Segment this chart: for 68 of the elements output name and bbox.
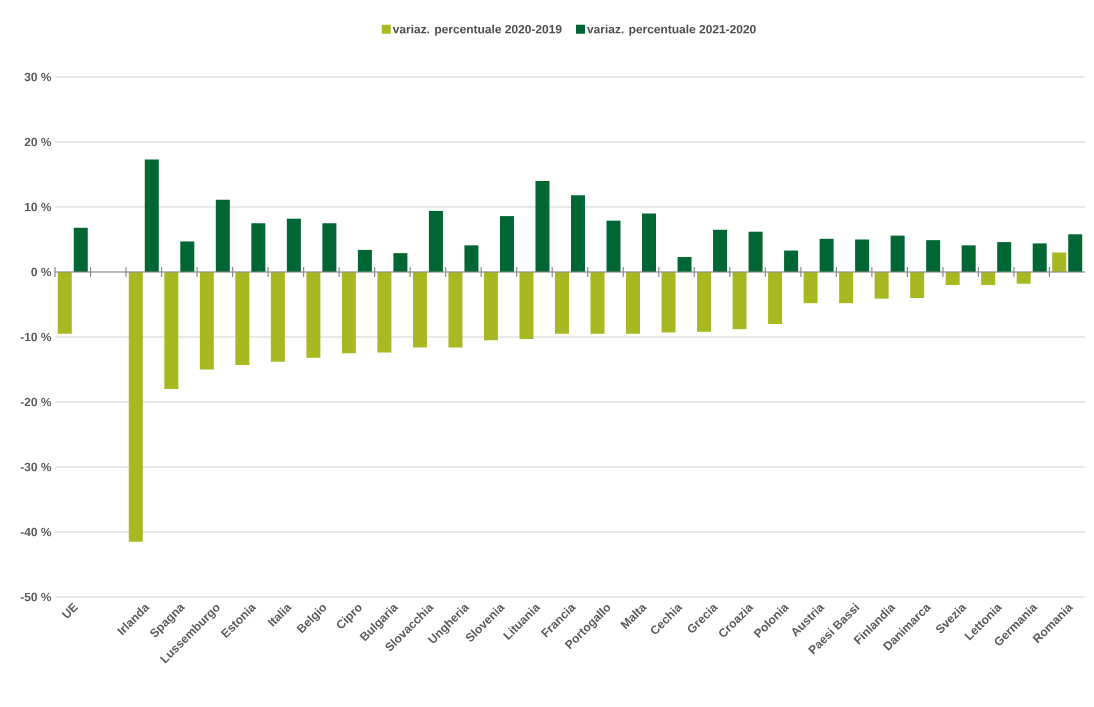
bar <box>164 272 179 389</box>
legend-label: variaz. percentuale 2020-2019 <box>392 24 562 36</box>
bar <box>606 220 621 272</box>
bar <box>945 272 960 285</box>
bar <box>412 272 427 348</box>
bar <box>784 250 799 272</box>
bar <box>697 272 712 332</box>
bar <box>855 239 870 272</box>
bar <box>535 181 550 272</box>
bar <box>1016 272 1031 284</box>
bar <box>642 213 657 272</box>
y-tick-label: -40 % <box>20 527 52 537</box>
bar <box>483 272 498 341</box>
bar <box>464 245 479 272</box>
bar <box>57 272 72 334</box>
bar <box>626 272 641 334</box>
bar <box>428 210 443 272</box>
y-tick-label: -10 % <box>20 332 52 342</box>
bar <box>341 272 356 354</box>
bar <box>803 272 818 304</box>
bar <box>839 272 854 304</box>
y-tick-label: 30 % <box>24 72 52 82</box>
bar <box>910 272 925 298</box>
bar <box>393 253 408 272</box>
bar <box>1068 234 1083 272</box>
bar <box>874 272 889 299</box>
bar <box>306 272 321 358</box>
y-tick-label: -20 % <box>20 397 52 407</box>
bar <box>981 272 996 285</box>
bar <box>73 227 88 272</box>
bar <box>713 229 728 272</box>
y-tick-label: 0 % <box>31 267 52 277</box>
bar <box>590 272 605 334</box>
bar <box>199 272 214 370</box>
bar <box>322 223 337 272</box>
bar <box>128 272 143 542</box>
bar <box>997 242 1012 272</box>
legend-label: variaz. percentuale 2021-2020 <box>587 24 756 36</box>
bar <box>961 245 976 272</box>
bar <box>677 257 692 272</box>
y-tick-label: -30 % <box>20 462 52 472</box>
bar <box>661 272 676 333</box>
x-tick-label: UE <box>61 602 79 618</box>
y-tick-label: 10 % <box>24 202 52 212</box>
bar <box>448 272 463 348</box>
bar <box>926 240 941 272</box>
bar <box>732 272 747 330</box>
bar <box>499 216 514 272</box>
bar <box>180 241 195 272</box>
bar <box>570 195 585 272</box>
bar <box>768 272 783 324</box>
bar <box>890 235 905 272</box>
bar <box>270 272 285 362</box>
bar <box>251 223 266 272</box>
bar <box>819 238 834 272</box>
bar <box>554 272 569 334</box>
bar <box>748 231 763 272</box>
bar <box>215 199 230 272</box>
bar <box>377 272 392 353</box>
y-tick-label: -50 % <box>20 592 52 602</box>
bar <box>144 159 159 272</box>
bar <box>357 249 372 272</box>
bar <box>286 218 301 272</box>
bar <box>235 272 250 365</box>
bar <box>1052 252 1067 272</box>
bar <box>1032 243 1047 272</box>
bar <box>519 272 534 339</box>
y-tick-label: 20 % <box>24 137 52 147</box>
